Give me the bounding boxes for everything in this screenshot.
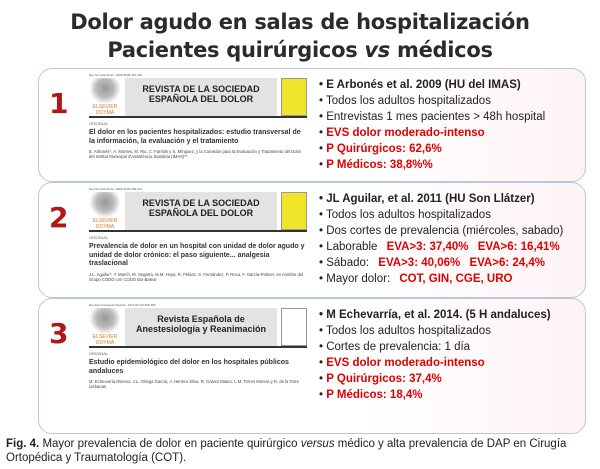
article-section: ORIGINAL: [89, 121, 109, 126]
slide-title-line1: Dolor agudo en salas de hospitalización: [70, 10, 530, 34]
article-title: Estudio epidemiológico del dolor en los …: [89, 359, 289, 375]
bullet-text: P Quirúrgicos: 62,6%: [326, 143, 442, 155]
slide-title-line2: Pacientes quirúrgicos vs médicos: [0, 38, 600, 62]
bullet-item: Sábado: EVA>3: 40,06% EVA>6: 24,4%: [319, 255, 581, 271]
bullet-text: EVS dolor moderado-intenso: [326, 127, 485, 139]
elsevier-logo: ELSEVIER DOYMA: [89, 308, 121, 346]
journal-cover-image: [281, 308, 307, 346]
study-panel-3: 3 Rev Esp Anestesiol Reanim. 2014;61(10)…: [38, 298, 586, 434]
article-section: ORIGINAL: [89, 235, 109, 240]
bullet-item: Mayor dolor: COT, GIN, CGE, URO: [319, 271, 581, 287]
bullet-item: Todos los adultos hospitalizados: [319, 323, 581, 339]
study-summary-list: E Arbonés et al. 2009 (HU del IMAS) Todos…: [319, 77, 581, 173]
bullet-item: E Arbonés et al. 2009 (HU del IMAS): [319, 77, 581, 93]
panel-number: 1: [49, 87, 69, 120]
bullet-text: Todos los adultos hospitalizados: [326, 95, 491, 107]
bullet-item: JL Aguilar, et al. 2011 (HU Son Llátzer): [319, 191, 581, 207]
bullet-text: Mayor dolor:: [326, 273, 391, 285]
publisher-name: ELSEVIER DOYMA: [92, 334, 118, 346]
caption-text-end: médico y alta prevalencia de DAP en Ciru…: [6, 438, 567, 464]
panel-number: 3: [49, 317, 69, 350]
highlight-value: EVA>6: 16,41%: [477, 241, 560, 253]
bullet-item: Cortes de prevalencia: 1 día: [319, 339, 581, 355]
article-authors: E. Arbonés*, A. Montes, M. Riu, C. Farri…: [89, 149, 302, 159]
bullet-text: M Echevarría, et al. 2014. (5 H andaluce…: [326, 309, 551, 321]
study-summary-list: M Echevarría, et al. 2014. (5 H andaluce…: [319, 307, 581, 403]
highlight-value: EVA>6: 24,4%: [469, 257, 545, 269]
article-section: ORIGINAL: [89, 351, 109, 356]
bullet-text: Laborable: [326, 241, 378, 253]
bullet-text: Entrevistas 1 mes pacientes > 48h hospit…: [326, 111, 546, 123]
caption-text: Mayor prevalencia de dolor en paciente q…: [42, 438, 301, 450]
article-title: Prevalencia de dolor en un hospital con …: [89, 243, 305, 267]
bullet-text: JL Aguilar, et al. 2011 (HU Son Llátzer): [326, 193, 535, 205]
bullet-item: Todos los adultos hospitalizados: [319, 207, 581, 223]
bullet-item: M Echevarría, et al. 2014. (5 H andaluce…: [319, 307, 581, 323]
article-reference: Rev Soc Esp Dolor. 2009;16(4):209-214: [89, 187, 143, 191]
bullet-item: Laborable EVA>3: 37,40% EVA>6: 16,41%: [319, 239, 581, 255]
article-title: El dolor en los pacientes hospitalizados…: [89, 129, 301, 145]
bullet-item: Todos los adultos hospitalizados: [319, 93, 581, 109]
bullet-text: Cortes de prevalencia: 1 día: [326, 341, 471, 353]
caption-italic: versus: [300, 438, 335, 450]
journal-name: REVISTA DE LA SOCIEDAD ESPAÑOLA DEL DOLO…: [125, 192, 277, 230]
article-reference: Rev Soc Esp Dolor. 2009;16(6):314-322: [89, 73, 143, 77]
elsevier-logo: ELSEVIER DOYMA: [89, 192, 121, 230]
article-thumbnail: Rev Esp Anestesiol Reanim. 2014;61(10):5…: [89, 303, 307, 389]
article-reference: Rev Esp Anestesiol Reanim. 2014;61(10):5…: [89, 303, 156, 307]
bullet-text: P Médicos: 38,8%%: [326, 159, 433, 171]
bullet-text: P Quirúrgicos: 37,4%: [326, 373, 442, 385]
bullet-item: Entrevistas 1 mes pacientes > 48h hospit…: [319, 109, 581, 125]
panel-number: 2: [49, 201, 69, 234]
bullet-text: P Médicos: 18,4%: [326, 389, 423, 401]
highlight-value: COT, GIN, CGE, URO: [399, 273, 513, 285]
bullet-item: P Quirúrgicos: 37,4%: [319, 371, 581, 387]
article-thumbnail: Rev Soc Esp Dolor. 2009;16(6):314-322 EL…: [89, 73, 307, 159]
article-authors: M. Echevarría Moreno, J.L. Ortega García…: [89, 379, 299, 389]
study-panel-1: 1 Rev Soc Esp Dolor. 2009;16(6):314-322 …: [38, 68, 586, 182]
highlight-value: EVA>3: 40,06%: [378, 257, 461, 269]
publisher-name: ELSEVIER DOYMA: [92, 104, 118, 116]
publisher-name: ELSEVIER DOYMA: [92, 218, 118, 230]
journal-name: Revista Española de Anestesiología y Rea…: [125, 308, 277, 346]
bullet-item: P Médicos: 38,8%%: [319, 157, 581, 173]
study-panel-2: 2 Rev Soc Esp Dolor. 2009;16(4):209-214 …: [38, 182, 586, 298]
elsevier-logo: ELSEVIER DOYMA: [89, 78, 121, 116]
bullet-text: EVS dolor moderado-intenso: [326, 357, 485, 369]
bullet-text: Todos los adultos hospitalizados: [326, 325, 491, 337]
bullet-item: Dos cortes de prevalencia (miércoles, sa…: [319, 223, 581, 239]
bullet-text: Todos los adultos hospitalizados: [326, 209, 491, 221]
bullet-text: E Arbonés et al. 2009 (HU del IMAS): [326, 79, 521, 91]
study-summary-list: JL Aguilar, et al. 2011 (HU Son Llátzer)…: [319, 191, 581, 287]
bullet-item: EVS dolor moderado-intenso: [319, 125, 581, 141]
bullet-text: Dos cortes de prevalencia (miércoles, sa…: [326, 225, 564, 237]
journal-name: REVISTA DE LA SOCIEDAD ESPAÑOLA DEL DOLO…: [125, 78, 277, 116]
journal-cover-image: [281, 78, 307, 116]
bullet-item: P Médicos: 18,4%: [319, 387, 581, 403]
bullet-text: Sábado:: [326, 257, 370, 269]
journal-cover-image: [281, 192, 307, 230]
article-authors: J.L. Aguilar*, Y. March, M. Segarra, M.M…: [89, 271, 304, 282]
bullet-item: P Quirúrgicos: 62,6%: [319, 141, 581, 157]
slide-title-line2-text: Pacientes quirúrgicos vs médicos: [107, 38, 493, 62]
bullet-item: EVS dolor moderado-intenso: [319, 355, 581, 371]
article-thumbnail: Rev Soc Esp Dolor. 2009;16(4):209-214 EL…: [89, 187, 307, 282]
figure-caption: Fig. 4. Mayor prevalencia de dolor en pa…: [6, 437, 596, 465]
highlight-value: EVA>3: 37,40%: [386, 241, 469, 253]
caption-label: Fig. 4.: [6, 438, 40, 450]
